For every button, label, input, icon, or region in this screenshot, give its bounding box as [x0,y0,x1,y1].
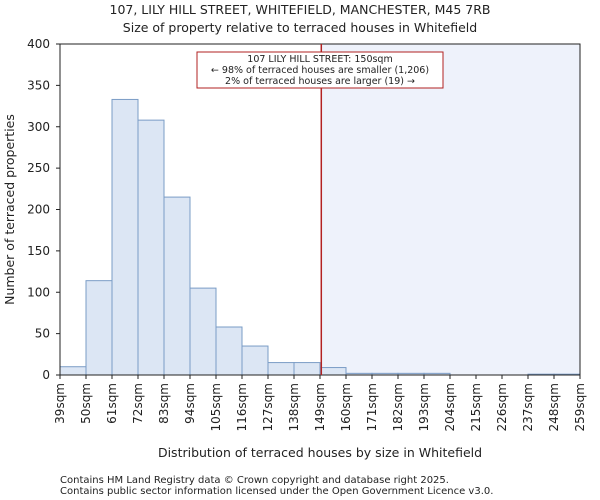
footer: Contains HM Land Registry data © Crown c… [60,475,493,497]
bar-50sqm [85,280,113,376]
x-tick-label-39sqm: 39sqm [53,383,67,424]
x-axis-ticks: 39sqm 50sqm 61sqm 72sqm 83sqm 94sqm 105sqm 116s… [53,375,587,431]
y-tick-label: 250 [27,161,50,175]
x-tick-label-116sqm: 116sqm [235,383,249,431]
chart-title: 107, LILY HILL STREET, WHITEFIELD, MANCH… [110,2,491,35]
y-tick-label: 400 [27,37,50,51]
bar-138sqm [293,362,321,376]
x-tick-label-72sqm: 72sqm [131,383,145,424]
bar-94sqm [189,287,217,376]
y-tick-label: 0 [42,368,50,382]
bar-72sqm [137,119,165,376]
x-tick-label-138sqm: 138sqm [287,383,301,431]
x-tick-label-127sqm: 127sqm [261,383,275,431]
annotation-line-3: 2% of terraced houses are larger (19) → [225,76,415,87]
bar-39sqm [59,366,87,376]
annotation-box [196,51,444,89]
annotation-line-2: ← 98% of terraced houses are smaller (1,… [211,65,429,76]
x-tick-label-61sqm: 61sqm [105,383,119,424]
x-tick-label-83sqm: 83sqm [157,383,171,424]
bar-149sqm [319,367,347,376]
x-tick-label-204sqm: 204sqm [443,383,457,431]
footer-line-1: Contains HM Land Registry data © Crown c… [60,475,449,486]
property-annotation: 107 LILY HILL STREET: 150sqm ← 98% of te… [196,51,444,89]
bar-61sqm [111,98,139,376]
x-tick-label-182sqm: 182sqm [391,383,405,431]
plot-frame [59,43,581,376]
y-axis-ticks: 0 50 100 150 200 250 300 350 400 [27,37,60,382]
histogram-bars [59,98,581,376]
bar-83sqm [163,196,191,376]
bar-116sqm [241,345,269,376]
x-tick-label-226sqm: 226sqm [495,383,509,431]
footer-line-2: Contains public sector information licen… [60,486,493,497]
bar-105sqm [215,326,243,376]
x-tick-label-149sqm: 149sqm [313,383,327,431]
y-tick-label: 100 [27,285,50,299]
y-tick-label: 50 [35,327,50,341]
bar-127sqm [267,362,295,376]
x-tick-label-50sqm: 50sqm [79,383,93,424]
y-tick-label: 200 [27,203,50,217]
y-axis-label: Number of terraced properties [2,114,17,305]
y-tick-label: 150 [27,244,50,258]
x-tick-label-237sqm: 237sqm [521,383,535,431]
annotation-line-1: 107 LILY HILL STREET: 150sqm [247,54,392,65]
x-tick-label-171sqm: 171sqm [365,383,379,431]
y-tick-label: 300 [27,120,50,134]
y-tick-label: 350 [27,78,50,92]
x-tick-label-259sqm: 259sqm [573,383,587,431]
x-tick-label-215sqm: 215sqm [469,383,483,431]
chart-title-line-2: Size of property relative to terraced ho… [123,20,477,35]
x-tick-label-94sqm: 94sqm [183,383,197,424]
larger-properties-region [321,44,580,375]
x-tick-label-193sqm: 193sqm [417,383,431,431]
x-tick-label-248sqm: 248sqm [547,383,561,431]
x-axis-label: Distribution of terraced houses by size … [158,445,482,460]
x-tick-label-105sqm: 105sqm [209,383,223,431]
chart-title-line-1: 107, LILY HILL STREET, WHITEFIELD, MANCH… [110,2,491,17]
x-tick-label-160sqm: 160sqm [339,383,353,431]
